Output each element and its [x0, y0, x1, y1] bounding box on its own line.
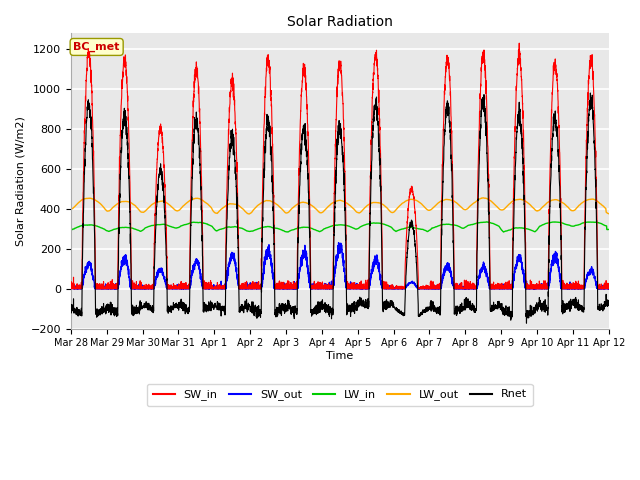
Title: Solar Radiation: Solar Radiation	[287, 15, 393, 29]
Y-axis label: Solar Radiation (W/m2): Solar Radiation (W/m2)	[15, 116, 25, 246]
X-axis label: Time: Time	[326, 351, 353, 361]
Text: BC_met: BC_met	[74, 42, 120, 52]
Legend: SW_in, SW_out, LW_in, LW_out, Rnet: SW_in, SW_out, LW_in, LW_out, Rnet	[147, 384, 532, 406]
